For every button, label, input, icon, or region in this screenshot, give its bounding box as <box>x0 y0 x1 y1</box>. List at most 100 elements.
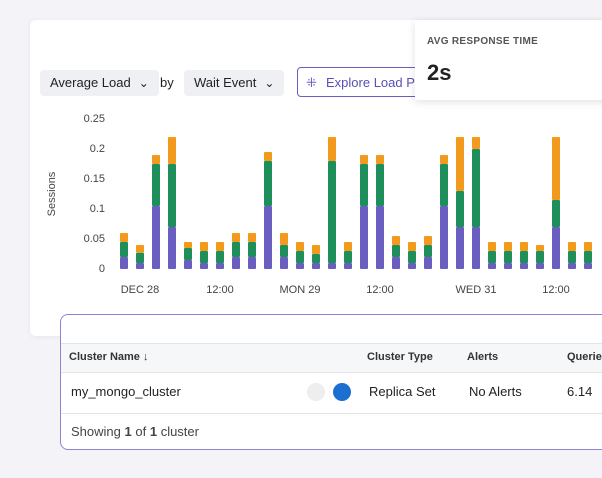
bar-segment <box>152 164 160 206</box>
footer-text: of <box>135 424 147 439</box>
bar-segment <box>168 227 176 269</box>
queries: 6.14 <box>567 384 593 399</box>
x-tick-label: 12:00 <box>206 284 234 296</box>
bar-segment <box>568 251 576 263</box>
bar-segment <box>264 152 272 161</box>
bar-segment <box>120 242 128 257</box>
metric-dropdown[interactable]: Average Load <box>40 70 159 96</box>
bar-segment <box>440 164 448 206</box>
bar-segment <box>280 257 288 269</box>
bar-segment <box>520 251 528 263</box>
bar-segment <box>392 257 400 269</box>
bar-segment <box>216 251 224 263</box>
footer-count: 1 <box>124 424 132 439</box>
icon: ⁜ <box>306 75 317 90</box>
bar-segment <box>488 263 496 269</box>
cluster-name[interactable]: my_mongo_cluster <box>71 384 181 399</box>
y-tick-label: 0.2 <box>90 143 105 155</box>
bar-segment <box>312 254 320 263</box>
bar-segment <box>440 206 448 269</box>
bar-segment <box>392 236 400 245</box>
bar-segment <box>248 233 256 242</box>
bar-segment <box>504 263 512 269</box>
bar-segment <box>248 242 256 257</box>
bar-segment <box>552 200 560 227</box>
bar-segment <box>568 242 576 251</box>
footer-text: cluster <box>160 424 199 439</box>
y-axis-label: Sessions <box>46 171 58 216</box>
header: Alerts <box>467 351 499 363</box>
bar-segment <box>344 263 352 269</box>
x-tick-label: DEC 28 <box>121 284 160 296</box>
icon <box>333 383 351 401</box>
header[interactable]: Cluster Name ↓ <box>69 351 149 363</box>
bar-segment <box>360 206 368 269</box>
chart: Sessions 0 0.05 0.1 0.15 0.2 0.25 DEC 28 12:00 M… <box>46 113 592 296</box>
bar-segment <box>344 251 352 263</box>
bar-segment <box>264 161 272 206</box>
bar-segment <box>408 251 416 263</box>
y-tick-label: 0.25 <box>84 113 105 125</box>
bar-segment <box>232 257 240 269</box>
bar-segment <box>408 242 416 251</box>
bar-segment <box>328 137 336 161</box>
x-tick-label: 12:00 <box>366 284 394 296</box>
card-value: 2s <box>427 60 452 85</box>
bar-segment <box>280 245 288 257</box>
bar-segment <box>312 263 320 269</box>
bar-segment <box>520 242 528 251</box>
bar-segment <box>408 263 416 269</box>
by-label: by <box>160 75 174 90</box>
footer-text: Showing <box>71 424 121 439</box>
bar-segment <box>376 164 384 206</box>
metric-card: AVG RESPONSE TIME 2s <box>415 20 602 100</box>
bar-segment <box>504 251 512 263</box>
y-tick-label: 0.15 <box>84 173 105 185</box>
bar-segment <box>328 263 336 269</box>
bar-segment <box>168 164 176 227</box>
bar-segment <box>120 233 128 242</box>
bar-segment <box>552 137 560 200</box>
header: Cluster Type <box>367 351 433 363</box>
bar-segment <box>552 227 560 269</box>
bar-segment <box>216 242 224 251</box>
bar-segment <box>504 242 512 251</box>
bar-segment <box>232 242 240 257</box>
bar-segment <box>184 260 192 269</box>
cluster-table: Cluster Name ↓ Cluster Type Alerts Queri… <box>60 314 602 450</box>
explore-label: Explore Load Pa <box>326 75 423 90</box>
bar-segment <box>120 257 128 269</box>
y-tick-label: 0.05 <box>84 233 105 245</box>
bar-segment <box>488 251 496 263</box>
group-dropdown[interactable]: Wait Event <box>184 70 285 96</box>
alerts: No Alerts <box>469 384 522 399</box>
bar-segment <box>296 242 304 251</box>
bar-segment <box>568 263 576 269</box>
bar-segment <box>280 233 288 245</box>
bar-segment <box>312 245 320 254</box>
bar-segment <box>200 251 208 263</box>
footer-count: 1 <box>149 424 158 439</box>
bar-segment <box>584 263 592 269</box>
bar-segment <box>584 242 592 251</box>
bar-segment <box>536 263 544 269</box>
bar-segment <box>472 149 480 227</box>
bar-segment <box>424 257 432 269</box>
bar-segment <box>472 137 480 149</box>
bar-segment <box>136 263 144 269</box>
bar-segment <box>200 263 208 269</box>
bar-segment <box>520 263 528 269</box>
x-tick-label: WED 31 <box>456 284 497 296</box>
bar-segment <box>488 242 496 251</box>
icon <box>307 383 325 401</box>
bar-segment <box>232 233 240 242</box>
bar-segment <box>296 263 304 269</box>
bar-segment <box>584 251 592 263</box>
bar-segment <box>376 155 384 164</box>
bar-segment <box>472 227 480 269</box>
x-tick-label: MON 29 <box>280 284 321 296</box>
header-text: Cluster Name <box>69 351 140 363</box>
bar-segment <box>200 242 208 251</box>
bar-segment <box>328 161 336 263</box>
bar-segment <box>248 257 256 269</box>
